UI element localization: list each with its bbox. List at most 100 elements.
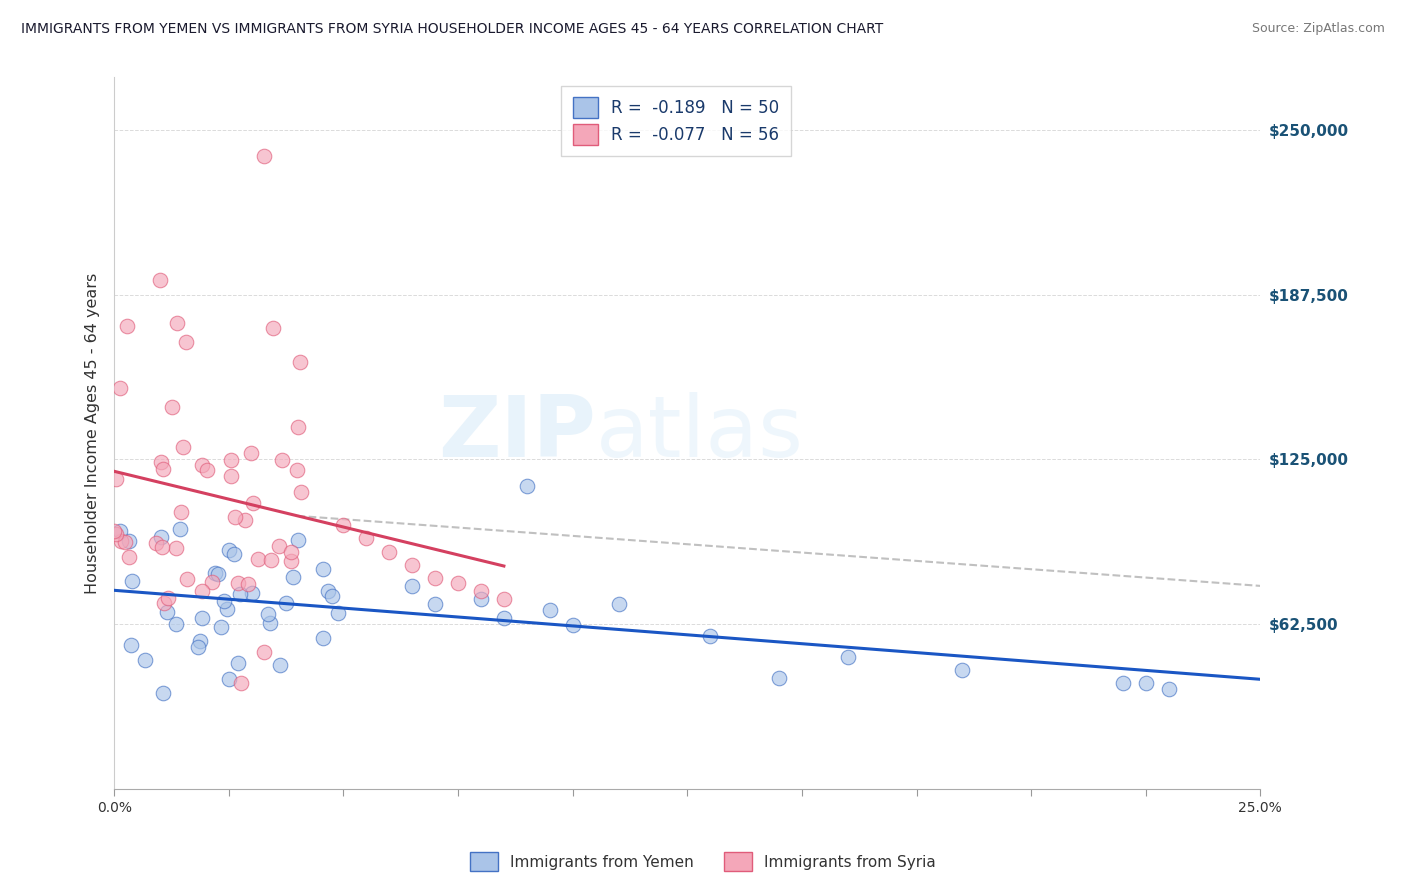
Point: [242, 496, 264, 510]
Point: [104, 472, 127, 486]
Point: [221, 468, 243, 483]
Point: [115, 319, 138, 334]
Point: [447, 576, 470, 591]
Point: [118, 534, 141, 549]
Point: [246, 552, 269, 566]
Point: [288, 355, 311, 369]
Y-axis label: Householder Income Ages 45 - 64 years: Householder Income Ages 45 - 64 years: [86, 272, 100, 594]
Point: [287, 420, 309, 434]
Point: [152, 462, 174, 476]
Point: [401, 558, 423, 572]
Point: [312, 631, 335, 645]
Point: [152, 686, 174, 700]
Point: [561, 618, 583, 632]
Point: [269, 657, 291, 672]
Point: [108, 524, 131, 538]
Point: [229, 676, 252, 690]
Point: [219, 453, 242, 467]
Point: [224, 510, 246, 524]
Point: [401, 579, 423, 593]
Point: [152, 595, 174, 609]
Point: [607, 598, 630, 612]
Point: [837, 650, 859, 665]
Point: [110, 534, 132, 549]
Point: [311, 562, 333, 576]
Point: [269, 539, 291, 553]
Point: [226, 656, 249, 670]
Point: [281, 570, 304, 584]
Point: [195, 463, 218, 477]
Point: [321, 590, 343, 604]
Point: [1157, 681, 1180, 696]
Point: [166, 316, 188, 330]
Point: [1112, 676, 1135, 690]
Point: [165, 617, 187, 632]
Point: [332, 518, 354, 533]
Point: [156, 591, 179, 605]
Point: [188, 633, 211, 648]
Point: [1135, 676, 1157, 690]
Text: atlas: atlas: [596, 392, 804, 475]
Text: Source: ZipAtlas.com: Source: ZipAtlas.com: [1251, 22, 1385, 36]
Point: [226, 575, 249, 590]
Point: [118, 549, 141, 564]
Point: [423, 598, 446, 612]
Point: [121, 574, 143, 589]
Point: [169, 522, 191, 536]
Point: [114, 534, 136, 549]
Point: [207, 566, 229, 581]
Point: [378, 544, 401, 558]
Point: [699, 629, 721, 643]
Point: [165, 541, 187, 555]
Point: [423, 571, 446, 585]
Point: [150, 540, 173, 554]
Point: [280, 554, 302, 568]
Point: [276, 596, 298, 610]
Point: [150, 530, 173, 544]
Point: [215, 601, 238, 615]
Point: [538, 602, 561, 616]
Point: [120, 638, 142, 652]
Point: [229, 587, 252, 601]
Point: [950, 663, 973, 677]
Point: [768, 671, 790, 685]
Point: [204, 566, 226, 581]
Point: [280, 545, 302, 559]
Point: [262, 320, 284, 334]
Point: [328, 606, 350, 620]
Point: [160, 400, 183, 414]
Point: [287, 533, 309, 547]
Point: [190, 611, 212, 625]
Point: [190, 458, 212, 472]
Point: [240, 446, 263, 460]
Point: [191, 583, 214, 598]
Point: [260, 553, 283, 567]
Point: [110, 381, 132, 395]
Point: [516, 479, 538, 493]
Point: [134, 653, 156, 667]
Point: [285, 463, 308, 477]
Point: [492, 592, 515, 607]
Text: ZIP: ZIP: [437, 392, 596, 475]
Point: [470, 592, 492, 607]
Point: [209, 620, 232, 634]
Point: [356, 532, 378, 546]
Point: [150, 455, 173, 469]
Point: [176, 572, 198, 586]
Legend: Immigrants from Yemen, Immigrants from Syria: Immigrants from Yemen, Immigrants from S…: [464, 847, 942, 877]
Point: [149, 273, 172, 287]
Point: [470, 584, 492, 599]
Point: [218, 542, 240, 557]
Point: [201, 574, 224, 589]
Point: [256, 607, 278, 621]
Point: [156, 605, 179, 619]
Point: [170, 505, 193, 519]
Point: [492, 610, 515, 624]
Point: [233, 513, 256, 527]
Point: [236, 576, 259, 591]
Point: [316, 584, 339, 599]
Point: [174, 334, 197, 349]
Point: [240, 586, 263, 600]
Point: [224, 547, 246, 561]
Text: IMMIGRANTS FROM YEMEN VS IMMIGRANTS FROM SYRIA HOUSEHOLDER INCOME AGES 45 - 64 Y: IMMIGRANTS FROM YEMEN VS IMMIGRANTS FROM…: [21, 22, 883, 37]
